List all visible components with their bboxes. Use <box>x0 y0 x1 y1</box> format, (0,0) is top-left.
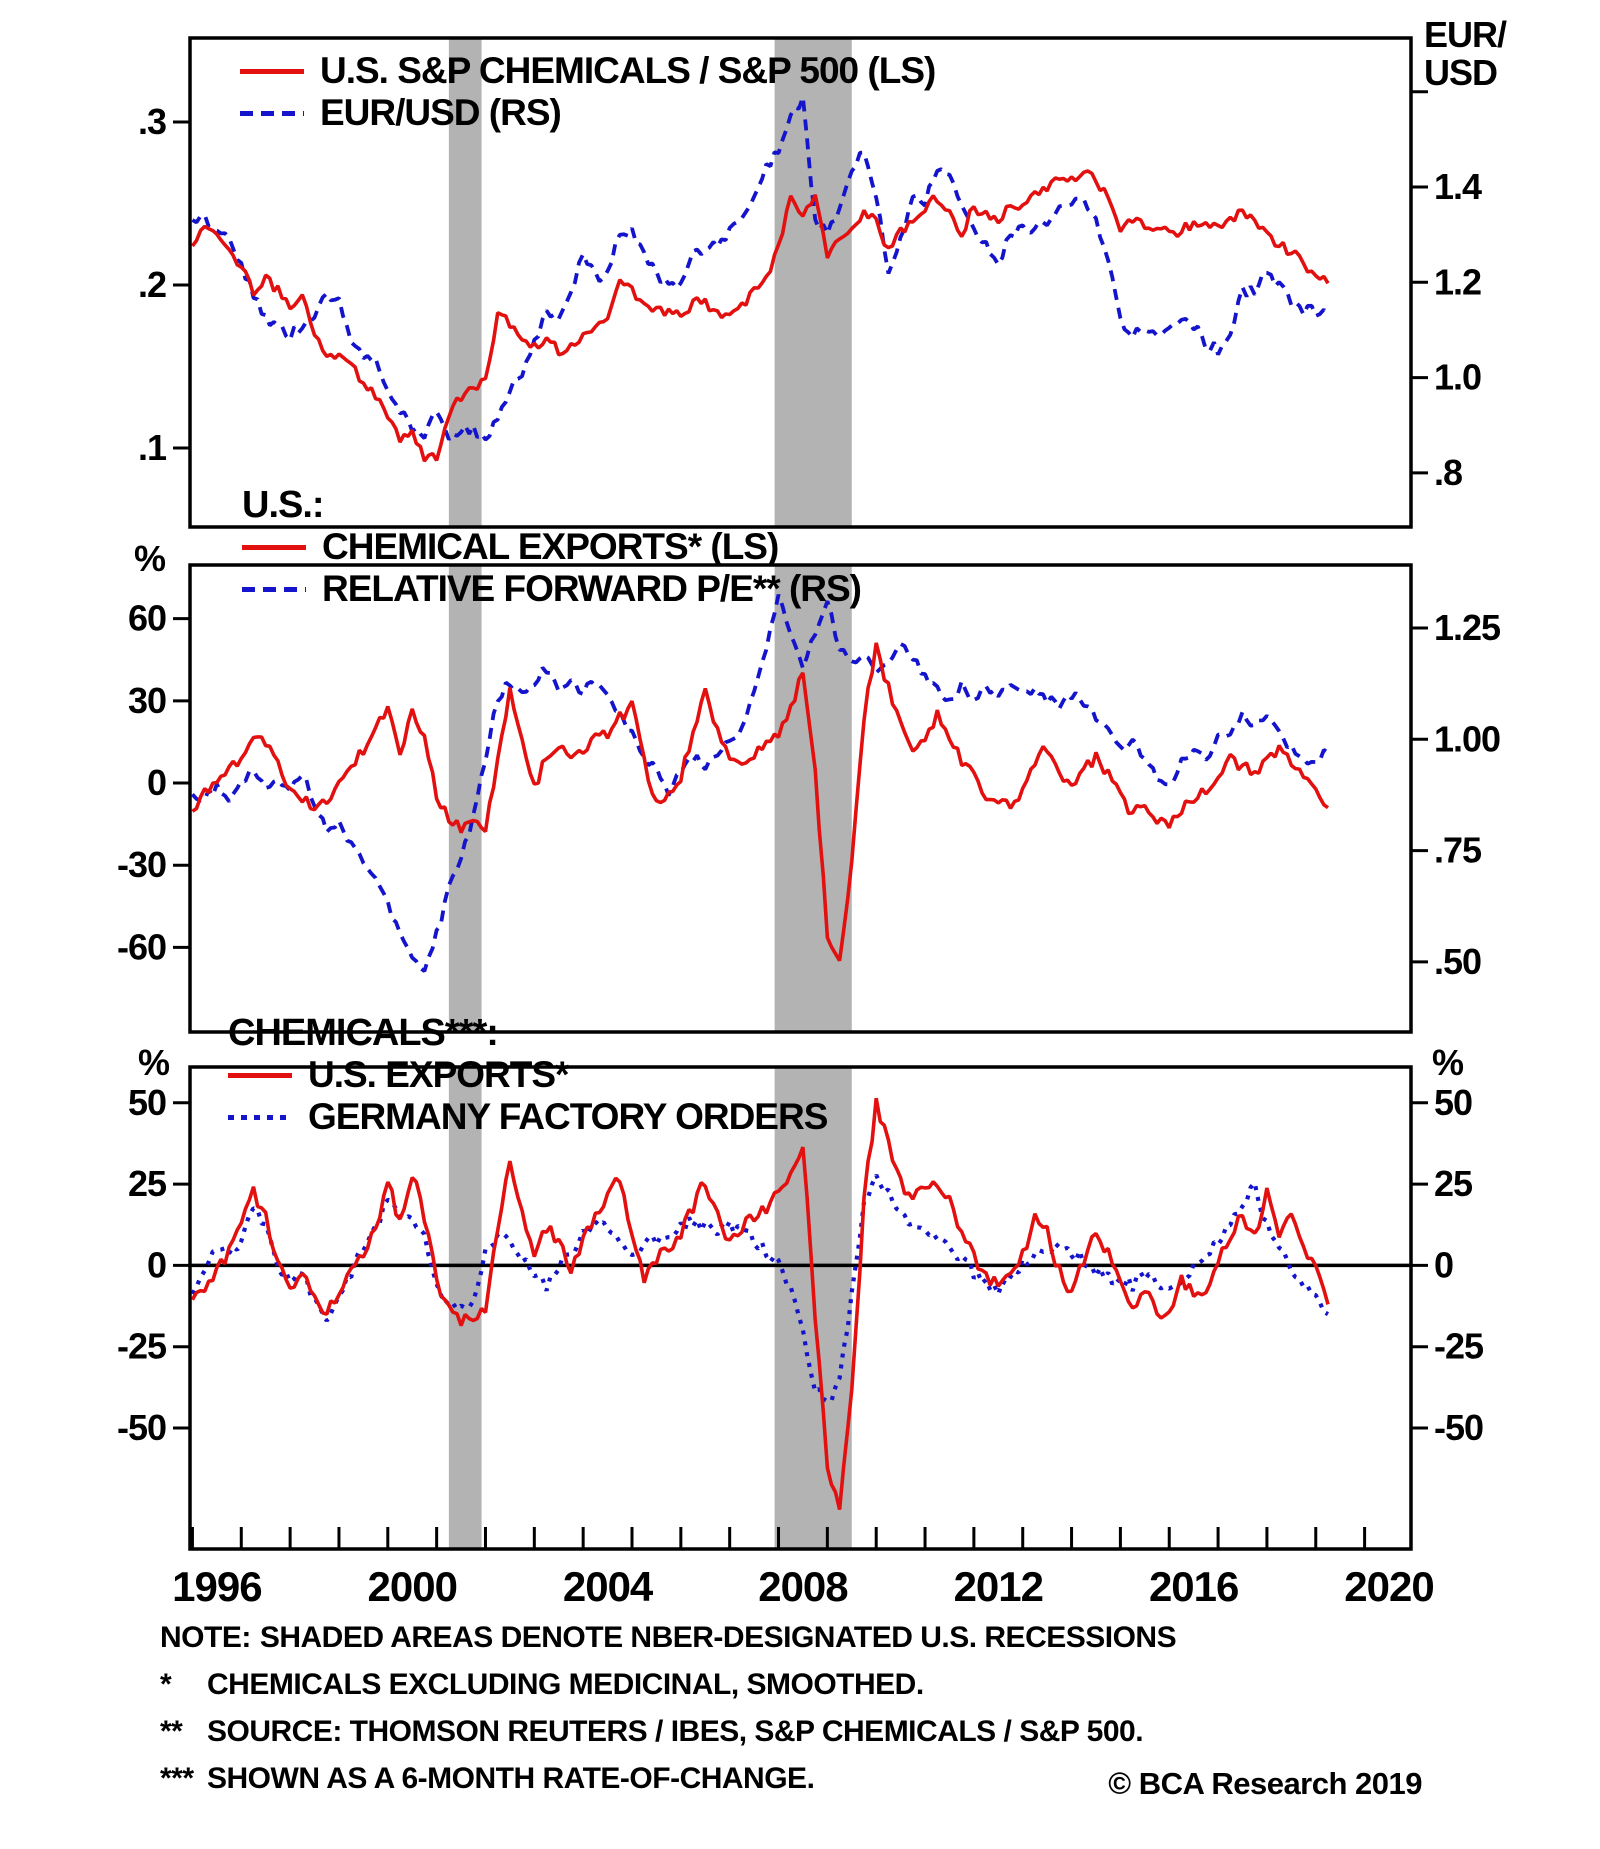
right-axis-tick-label: 1.0 <box>1434 357 1481 398</box>
legend-item-eur-usd: EUR/USD (RS) <box>240 92 935 134</box>
x-axis-year-label: 2016 <box>1149 1563 1238 1610</box>
series-us-chemical-exports <box>191 642 1330 962</box>
note-text: SOURCE: THOMSON REUTERS / IBES, S&P CHEM… <box>207 1715 1144 1748</box>
right-axis-tick-label: 50 <box>1434 1082 1472 1123</box>
x-axis-year-label: 1996 <box>172 1563 261 1610</box>
right-axis-tick-label: .8 <box>1434 452 1462 493</box>
note-line: NOTE: SHADED AREAS DENOTE NBER-DESIGNATE… <box>160 1614 1177 1661</box>
middle-left-axis-percent-label: % <box>134 538 167 579</box>
note-text: SHOWN AS A 6-MONTH RATE-OF-CHANGE. <box>207 1762 815 1795</box>
panel-border <box>188 563 1413 1034</box>
recession-band <box>448 38 482 527</box>
right-axis-tick-label: 1.00 <box>1434 718 1500 759</box>
right-axis-tick-label: 1.25 <box>1434 607 1501 648</box>
left-axis-tick-label: .2 <box>138 264 166 305</box>
left-axis-tick-label: 50 <box>128 1082 166 1123</box>
legend-panel-1: U.S. S&P CHEMICALS / S&P 500 (LS) EUR/US… <box>240 50 936 134</box>
right-axis-title-line-2: USD <box>1424 52 1498 93</box>
blue-dotted-line-sample <box>228 1114 292 1120</box>
right-axis-tick-label: 25 <box>1434 1163 1473 1204</box>
x-axis-year-label: 2008 <box>758 1563 848 1610</box>
x-axis-year-label: 2000 <box>368 1563 457 1610</box>
legend-label: RELATIVE FORWARD P/E** (RS) <box>322 568 862 609</box>
legend-label: CHEMICAL EXPORTS* (LS) <box>322 526 779 567</box>
legend-label: U.S. EXPORTS* <box>308 1054 569 1095</box>
note-text: CHEMICALS EXCLUDING MEDICINAL, SMOOTHED. <box>207 1668 924 1701</box>
left-axis-tick-label: 60 <box>128 598 166 639</box>
x-axis-year-label: 2004 <box>563 1563 654 1610</box>
red-solid-line-sample <box>242 544 306 550</box>
left-axis-tick-label: 0 <box>147 1244 166 1285</box>
red-solid-line-sample <box>240 68 304 74</box>
right-axis-tick-label: 1.4 <box>1434 166 1482 207</box>
note-line: * CHEMICALS EXCLUDING MEDICINAL, SMOOTHE… <box>160 1661 1176 1708</box>
left-axis-tick-label: -50 <box>117 1407 166 1448</box>
left-axis-tick-label: 30 <box>128 680 166 721</box>
blue-dashed-line-sample <box>242 586 306 592</box>
series-us-exports-chemicals <box>190 1097 1330 1511</box>
legend-item-relative-forward-pe: RELATIVE FORWARD P/E** (RS) <box>242 568 862 610</box>
red-solid-line-sample <box>228 1072 292 1078</box>
left-axis-tick-label: 25 <box>128 1163 167 1204</box>
legend-item-us-exports: U.S. EXPORTS* <box>228 1054 827 1096</box>
legend-item-germany-factory-orders: GERMANY FACTORY ORDERS <box>228 1096 828 1138</box>
left-axis-tick-label: .1 <box>138 427 167 468</box>
right-axis-tick-label: 1.2 <box>1434 261 1481 302</box>
legend-label: GERMANY FACTORY ORDERS <box>308 1096 828 1137</box>
note-line: *** SHOWN AS A 6-MONTH RATE-OF-CHANGE. <box>160 1755 1176 1802</box>
legend-item-chemical-exports: CHEMICAL EXPORTS* (LS) <box>242 526 861 568</box>
right-axis-title-line-1: EUR/ <box>1424 14 1507 55</box>
legend-panel-3: CHEMICALS***: U.S. EXPORTS* GERMANY FACT… <box>228 1012 828 1138</box>
series-relative-forward-pe <box>190 594 1330 973</box>
x-axis-year-label: 2020 <box>1344 1563 1433 1610</box>
legend-label: EUR/USD (RS) <box>320 92 562 133</box>
right-axis-tick-label: .75 <box>1434 830 1482 871</box>
panel-border <box>188 1065 1413 1551</box>
left-axis-tick-label: -25 <box>117 1326 167 1367</box>
right-axis-tick-label: .50 <box>1434 941 1481 982</box>
legend-heading-chemicals: CHEMICALS***: <box>228 1012 499 1054</box>
legend-label: U.S. S&P CHEMICALS / S&P 500 (LS) <box>320 50 936 91</box>
series-eur-usd <box>191 96 1330 442</box>
series-sp-chemicals-sp500-ratio <box>190 169 1330 463</box>
blue-dashed-line-sample <box>240 110 304 116</box>
left-axis-tick-label: -60 <box>117 926 166 967</box>
right-axis-title-eur-usd: EUR/ USD <box>1424 14 1507 93</box>
legend-item-sp-chemicals: U.S. S&P CHEMICALS / S&P 500 (LS) <box>240 50 936 92</box>
note-text: SHADED AREAS DENOTE NBER-DESIGNATED U.S.… <box>259 1621 1177 1654</box>
left-axis-tick-label: 0 <box>147 762 166 803</box>
recession-band <box>448 565 482 1032</box>
note-line: ** SOURCE: THOMSON REUTERS / IBES, S&P C… <box>160 1708 1176 1755</box>
note-marker: NOTE: <box>160 1621 251 1654</box>
legend-heading-us: U.S.: <box>242 484 325 526</box>
note-marker: * <box>160 1668 172 1701</box>
right-axis-tick-label: 0 <box>1434 1244 1453 1285</box>
left-axis-tick-label: -30 <box>117 844 166 885</box>
bottom-right-axis-percent-label: % <box>1432 1042 1465 1083</box>
legend-panel-2: U.S.: CHEMICAL EXPORTS* (LS) RELATIVE FO… <box>242 484 862 610</box>
bottom-left-axis-percent-label: % <box>138 1042 171 1083</box>
note-marker: *** <box>160 1762 194 1795</box>
right-axis-tick-label: -25 <box>1434 1326 1484 1367</box>
right-axis-tick-label: -50 <box>1434 1407 1483 1448</box>
note-marker: ** <box>160 1715 183 1748</box>
footnotes: NOTE: SHADED AREAS DENOTE NBER-DESIGNATE… <box>160 1614 1177 1802</box>
left-axis-tick-label: .3 <box>138 101 166 142</box>
x-axis-year-label: 2012 <box>954 1563 1043 1610</box>
copyright: © BCA Research 2019 <box>1108 1766 1422 1801</box>
